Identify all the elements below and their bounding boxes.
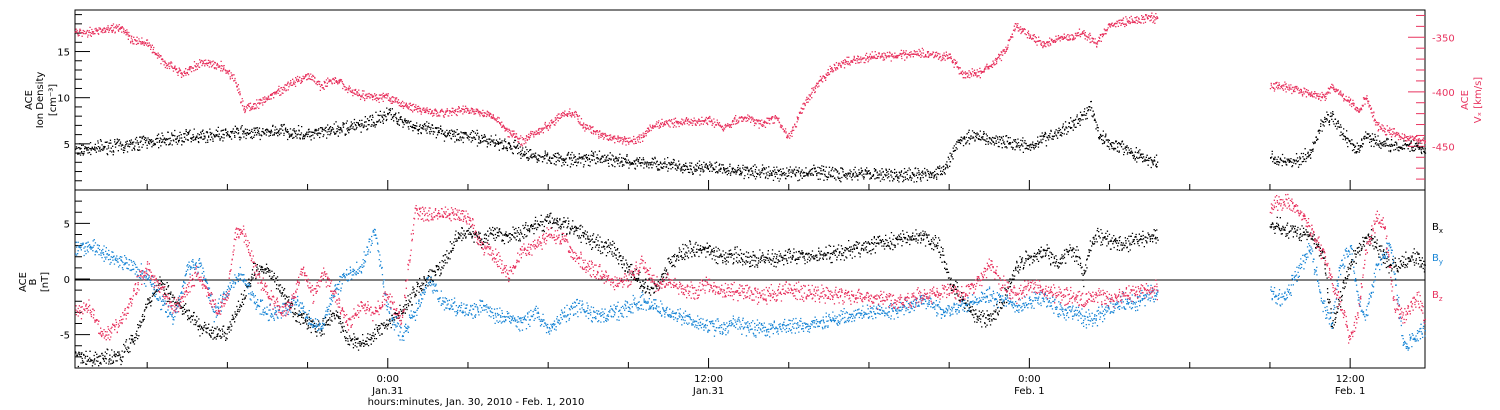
series-3 (1270, 242, 1426, 351)
series-0-marks (74, 12, 1159, 147)
series-0-marks (74, 100, 1159, 183)
series-2-marks (75, 228, 1159, 342)
density-velocity-points (74, 12, 1427, 183)
series-0 (74, 212, 1159, 368)
velocity-ylabel: ACE Vₓ [km/s] (1460, 77, 1484, 123)
x-axis-label: hours:minutes, Jan. 30, 2010 - Feb. 1, 2… (368, 397, 585, 408)
legend-bz: Bz (1432, 290, 1443, 303)
legend-by: By (1432, 253, 1443, 266)
series-4-marks (75, 204, 1159, 341)
series-1-marks (1269, 216, 1426, 329)
field-ytick-label: 5 (64, 219, 70, 230)
field-ylabel-line-3: [nT] (40, 272, 51, 292)
density-ylabel-line-1: ACE (24, 90, 35, 110)
field-ylabel: ACE B [nT] (18, 272, 51, 292)
series-0-marks (74, 212, 1159, 368)
series-0 (74, 12, 1159, 147)
density-ytick-label: 15 (57, 48, 70, 59)
series-1 (1269, 216, 1426, 329)
series-4 (75, 204, 1159, 341)
velocity-ytick-label: -450 (1432, 142, 1455, 153)
series-3-marks (1270, 242, 1426, 351)
series-0 (74, 100, 1159, 183)
field-ytick-label: -5 (60, 331, 70, 342)
field-legend: Bx By Bz (1432, 222, 1443, 303)
density-velocity-panel-frame (74, 9, 1426, 191)
series-1 (1270, 111, 1427, 168)
field-ytick-label: 0 (64, 275, 70, 286)
series-5-marks (1269, 193, 1426, 344)
velocity-ylabel-line-1: ACE (1460, 90, 1471, 110)
density-ylabel-line-3: [cm⁻³] (48, 84, 59, 116)
magnetic-field-points (74, 193, 1426, 368)
field-ylabel-line-2: B (28, 278, 39, 285)
x-tick-label-date: Jan.31 (692, 386, 724, 397)
x-tick-label-date: Feb. 1 (1014, 386, 1044, 397)
x-tick-label-time: 0:00 (1018, 374, 1040, 385)
density-ytick-label: 5 (64, 140, 70, 151)
density-ylabel: ACE Ion Density [cm⁻³] (24, 72, 59, 129)
axis-ticks: 5 10 15 -350 -400 -450 5 0 -5 (57, 14, 1455, 368)
series-1 (1269, 81, 1426, 146)
velocity-ytick-label: -350 (1432, 33, 1455, 44)
x-tick-label-time: 12:00 (694, 374, 723, 385)
velocity-ylabel-line-2: Vₓ [km/s] (1473, 77, 1484, 123)
field-ylabel-line-1: ACE (18, 272, 29, 292)
series-2 (75, 228, 1159, 342)
series-1-marks (1269, 81, 1426, 146)
x-tick-label-time: 0:00 (377, 374, 399, 385)
x-tick-label-date: Jan.31 (371, 386, 403, 397)
series-5 (1269, 193, 1426, 344)
x-tick-label-time: 12:00 (1336, 374, 1365, 385)
density-ylabel-line-2: Ion Density (35, 72, 46, 129)
velocity-ytick-label: -400 (1432, 88, 1455, 99)
x-tick-label-date: Feb. 1 (1335, 386, 1365, 397)
magnetic-field-panel-frame (74, 189, 1426, 369)
series-1-marks (1270, 111, 1427, 168)
density-ytick-label: 10 (57, 94, 70, 105)
legend-bx: Bx (1432, 222, 1443, 235)
